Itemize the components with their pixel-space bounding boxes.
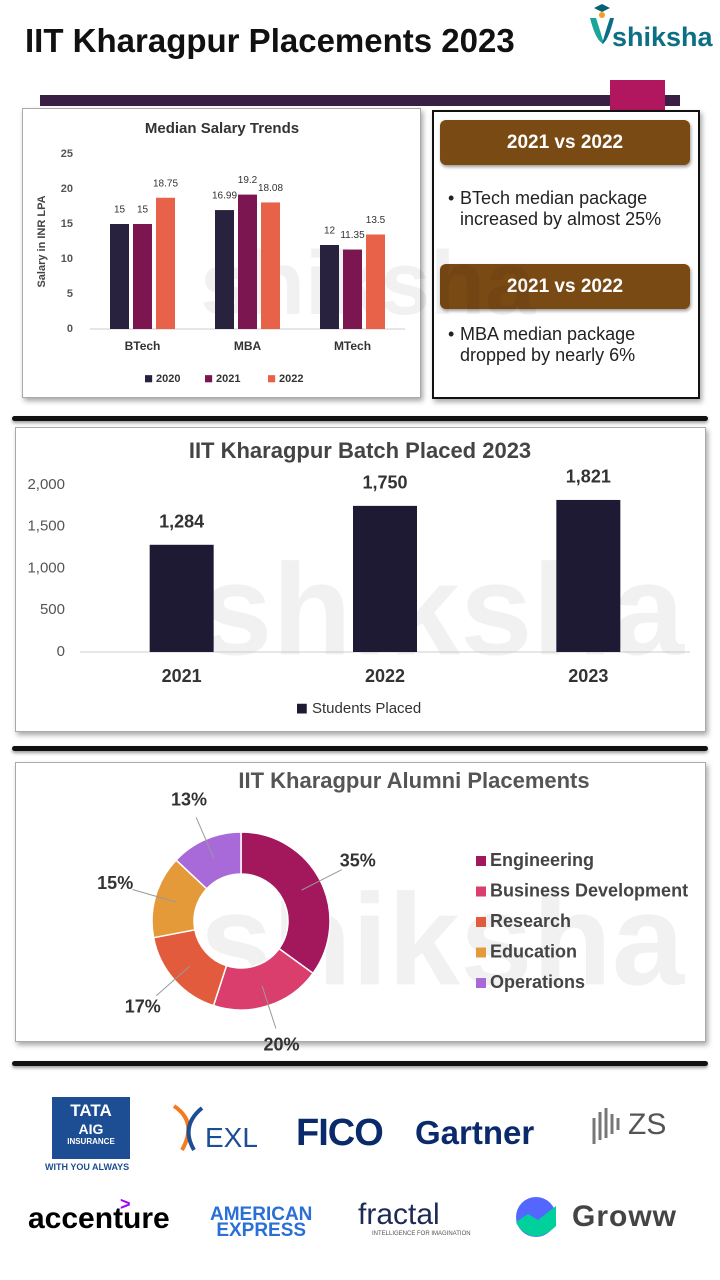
salary-panel bbox=[22, 108, 421, 398]
page-title: IIT Kharagpur Placements 2023 bbox=[25, 22, 515, 59]
logo-text: Gartner bbox=[415, 1114, 535, 1151]
logo-text: FICO bbox=[296, 1112, 384, 1154]
separator bbox=[12, 416, 708, 421]
separator bbox=[12, 746, 708, 751]
comparison-text: BTech median package increased by almost… bbox=[448, 188, 696, 230]
logo-text: accenture bbox=[28, 1202, 170, 1235]
logo-text: ZS bbox=[628, 1108, 667, 1141]
logo-amex: AMERICAN EXPRESS bbox=[210, 1204, 313, 1241]
logo-text: fractal bbox=[358, 1198, 440, 1231]
banner-band bbox=[40, 95, 680, 106]
logo-text: INSURANCE bbox=[67, 1137, 115, 1146]
logo-text: WITH YOU ALWAYS bbox=[45, 1162, 130, 1172]
comparison-heading: 2021 vs 2022 bbox=[440, 264, 690, 309]
logo-icon bbox=[590, 4, 614, 44]
logo-text: AMERICAN bbox=[210, 1204, 313, 1225]
logo-text: INTELLIGENCE FOR IMAGINATION bbox=[372, 1231, 471, 1237]
logo-text: TATA bbox=[70, 1101, 112, 1120]
logo-accent: > bbox=[120, 1194, 131, 1214]
logo-text: AIG bbox=[78, 1121, 104, 1137]
logo-text: shiksha bbox=[612, 22, 713, 52]
zs-mark bbox=[592, 1108, 620, 1144]
separator bbox=[12, 1061, 708, 1066]
logo-text: EXPRESS bbox=[216, 1220, 307, 1241]
logo-text: EXL bbox=[205, 1122, 258, 1153]
logo-text: Groww bbox=[572, 1200, 678, 1233]
groww-mark bbox=[516, 1197, 556, 1237]
exl-mark bbox=[172, 1104, 204, 1152]
comparison-heading: 2021 vs 2022 bbox=[440, 120, 690, 165]
logo-tata: TATA AIG INSURANCE bbox=[52, 1097, 130, 1159]
alumni-panel bbox=[15, 762, 706, 1042]
batch-panel bbox=[15, 427, 706, 732]
banner-accent bbox=[610, 80, 665, 110]
comparison-text: MBA median package dropped by nearly 6% bbox=[448, 324, 696, 366]
